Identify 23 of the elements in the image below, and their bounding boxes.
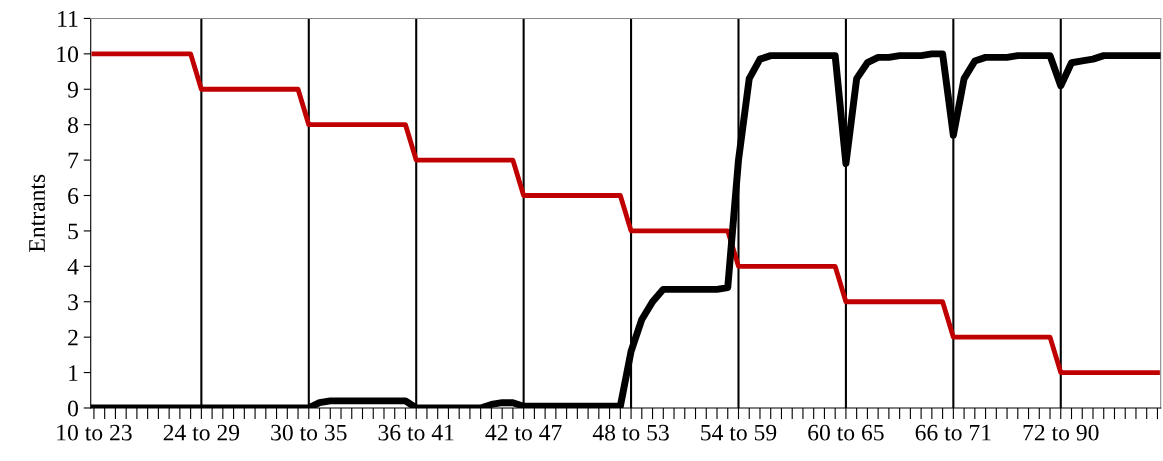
y-tick-label: 9 [67, 81, 78, 98]
y-tick-label: 11 [58, 11, 78, 27]
y-tick-label: 2 [68, 329, 78, 346]
y-tick-label: 3 [68, 294, 78, 311]
y-tick-label: 4 [67, 258, 79, 275]
y-axis-title: Entrants [29, 174, 45, 252]
y-tick-label: 7 [68, 152, 79, 169]
y-tick-label: 10 [57, 46, 79, 63]
x-tick-label: 42 to 47 [485, 424, 562, 441]
y-tick-label: 1 [69, 365, 78, 381]
x-tick-label: 54 to 59 [701, 424, 777, 441]
x-tick-label: 66 to 71 [915, 424, 991, 441]
x-tick-label: 36 to 41 [378, 424, 454, 441]
x-tick-label: 24 to 29 [163, 424, 240, 441]
y-tick-label: 5 [68, 223, 78, 240]
x-tick-label: 72 to 90 [1023, 424, 1099, 441]
x-tick-label: 48 to 53 [592, 424, 669, 441]
x-tick-label: 30 to 35 [271, 424, 347, 441]
y-tick-label: 6 [68, 188, 79, 204]
y-tick-label: 8 [68, 117, 79, 134]
y-tick-label: 0 [68, 400, 79, 417]
x-tick-label: 60 to 65 [808, 424, 884, 441]
x-tick-label: 10 to 23 [57, 424, 132, 441]
